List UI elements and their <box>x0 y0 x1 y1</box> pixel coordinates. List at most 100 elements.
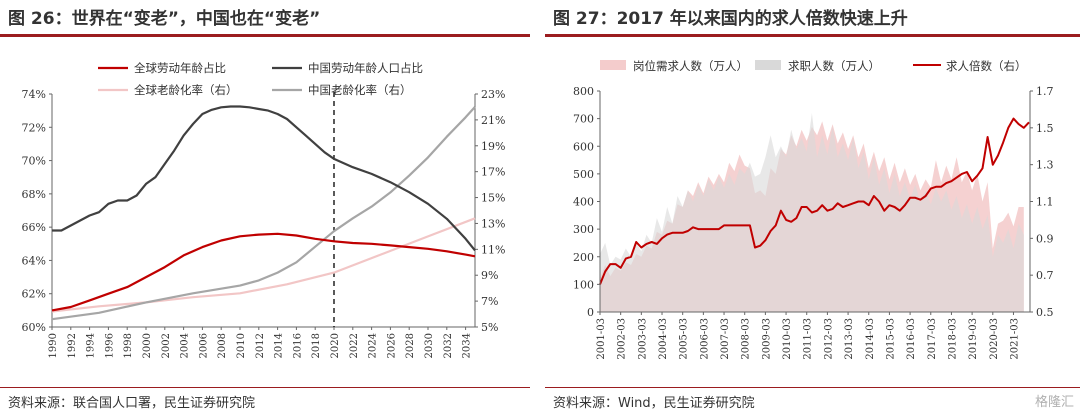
x-tick-label: 2004 <box>180 333 191 358</box>
x-tick-label: 2016-03 <box>906 318 917 360</box>
series-line-2 <box>599 117 1030 285</box>
y-left-tick-label: 68% <box>22 188 46 201</box>
x-tick-label: 2006 <box>198 333 209 358</box>
legend-label-2: 全球老龄化率（右） <box>134 83 238 97</box>
y-left-tick-label: 600 <box>573 140 594 153</box>
x-tick-label: 2010 <box>236 333 247 358</box>
y-right-tick-label: 13% <box>481 217 505 230</box>
y-left-tick-label: 800 <box>573 85 594 98</box>
x-tick-label: 2020-03 <box>989 318 1000 360</box>
y-right-tick-label: 15% <box>481 192 505 205</box>
x-tick-label: 2024 <box>368 333 379 358</box>
x-tick-label: 2001-03 <box>596 318 607 360</box>
y-right-tick-label: 19% <box>481 140 505 153</box>
x-tick-label: 2011-03 <box>803 318 814 360</box>
y-right-tick-label: 5% <box>481 321 498 334</box>
x-tick-label: 1992 <box>67 333 78 358</box>
x-tick-label: 2009-03 <box>761 318 772 360</box>
x-tick-label: 2012 <box>255 333 266 358</box>
legend-label-1: 中国劳动年龄人口占比 <box>308 61 423 75</box>
x-tick-label: 2008 <box>217 333 228 358</box>
series-line-0 <box>51 232 476 312</box>
x-tick-label: 2016 <box>292 333 303 358</box>
x-tick-label: 2008-03 <box>741 318 752 360</box>
x-tick-label: 2030 <box>424 333 435 358</box>
left-chart: 60% 62% 64% 66% 68% 70% 72% 74% 5% 7% 9% 11% 13% 15% 1… <box>22 61 506 358</box>
x-tick-label: 2002-03 <box>617 318 628 360</box>
legend-label-2: 求人倍数（右） <box>946 59 1027 73</box>
y-right-tick-label: 1.7 <box>1036 85 1054 98</box>
y-left-tick-label: 700 <box>573 113 594 126</box>
legend-label-1: 求职人数（万人） <box>788 59 880 73</box>
x-tick-label: 2034 <box>462 333 473 358</box>
x-tick-label: 2007-03 <box>720 318 731 360</box>
x-tick-label: 2003-03 <box>637 318 648 360</box>
x-tick-label: 2012-03 <box>823 318 834 360</box>
y-left-tick-label: 70% <box>22 155 46 168</box>
x-tick-label: 2004-03 <box>658 318 669 360</box>
y-right-tick-label: 0.5 <box>1036 306 1054 319</box>
x-tick-label: 2018 <box>311 333 322 358</box>
x-tick-label: 1998 <box>123 333 134 358</box>
x-tick-label: 1990 <box>48 333 59 358</box>
right-figure-title: 图 27：2017 年以来国内的求人倍数快速上升 <box>553 9 908 29</box>
right-title-rule <box>545 34 1080 37</box>
left-source: 资料来源：联合国人口署，民生证券研究院 <box>8 396 256 411</box>
x-tick-label: 2014-03 <box>865 318 876 360</box>
y-left-tick-label: 74% <box>22 88 46 101</box>
left-source-rule <box>0 387 530 388</box>
x-tick-label: 2015-03 <box>885 318 896 360</box>
x-tick-label: 2021-03 <box>1009 318 1020 360</box>
right-chart-panel: 图 27：2017 年以来国内的求人倍数快速上升 0 100 200 300 400 50… <box>545 0 1080 416</box>
x-tick-label: 2026 <box>386 333 397 358</box>
y-right-tick-label: 1.5 <box>1036 122 1054 135</box>
x-tick-label: 2005-03 <box>679 318 690 360</box>
legend-swatch-1 <box>755 60 781 70</box>
x-tick-label: 2014 <box>274 333 285 358</box>
y-left-tick-label: 400 <box>573 196 594 209</box>
x-tick-label: 2022 <box>349 333 360 358</box>
y-left-tick-label: 64% <box>22 254 46 267</box>
y-right-tick-label: 0.9 <box>1036 232 1054 245</box>
left-figure-title: 图 26：世界在“变老”，中国也在“变老” <box>8 9 321 29</box>
watermark-logo: 格隆汇 <box>1034 395 1074 410</box>
y-left-tick-label: 0 <box>587 306 594 319</box>
y-right-tick-label: 17% <box>481 166 505 179</box>
series-line-2 <box>51 217 476 313</box>
y-right-tick-label: 0.7 <box>1036 269 1054 282</box>
y-right-tick-label: 11% <box>481 243 505 256</box>
x-tick-label: 2000 <box>142 333 153 358</box>
y-left-tick-label: 62% <box>22 288 46 301</box>
legend-label-3: 中国老龄化率（右） <box>308 83 412 97</box>
right-chart: 0 100 200 300 400 500 600 700 800 0.5 0.7 0.9 1.1 1.3… <box>573 59 1054 360</box>
series-line-3 <box>51 106 476 321</box>
x-tick-label: 2002 <box>161 333 172 358</box>
y-right-tick-label: 1.1 <box>1036 196 1054 209</box>
x-tick-label: 1994 <box>86 333 97 358</box>
x-tick-label: 2028 <box>405 333 416 358</box>
x-tick-label: 2006-03 <box>699 318 710 360</box>
legend-label-0: 岗位需求人数（万人） <box>633 59 748 73</box>
y-right-tick-label: 7% <box>481 295 498 308</box>
y-right-tick-label: 23% <box>481 88 505 101</box>
y-right-tick-label: 21% <box>481 114 505 127</box>
y-left-tick-label: 100 <box>573 278 594 291</box>
left-chart-panel: 图 26：世界在“变老”，中国也在“变老” 60% 62% 64% 66% 68% 70%… <box>0 0 530 416</box>
x-tick-label: 2017-03 <box>927 318 938 360</box>
y-right-tick-label: 9% <box>481 269 498 282</box>
y-right-tick-label: 1.3 <box>1036 159 1054 172</box>
legend-swatch-0 <box>600 60 626 70</box>
y-left-tick-label: 60% <box>22 321 46 334</box>
y-left-tick-label: 200 <box>573 251 594 264</box>
x-tick-label: 2018-03 <box>947 318 958 360</box>
x-tick-label: 1996 <box>104 333 115 358</box>
x-tick-label: 2020 <box>330 333 341 358</box>
right-source-rule <box>545 387 1080 388</box>
x-tick-label: 2019-03 <box>968 318 979 360</box>
x-tick-label: 2013-03 <box>844 318 855 360</box>
y-left-tick-label: 66% <box>22 221 46 234</box>
right-source: 资料来源：Wind，民生证券研究院 <box>553 396 755 411</box>
legend-label-0: 全球劳动年龄占比 <box>134 61 226 75</box>
x-tick-label: 2010-03 <box>782 318 793 360</box>
y-left-tick-label: 72% <box>22 121 46 134</box>
